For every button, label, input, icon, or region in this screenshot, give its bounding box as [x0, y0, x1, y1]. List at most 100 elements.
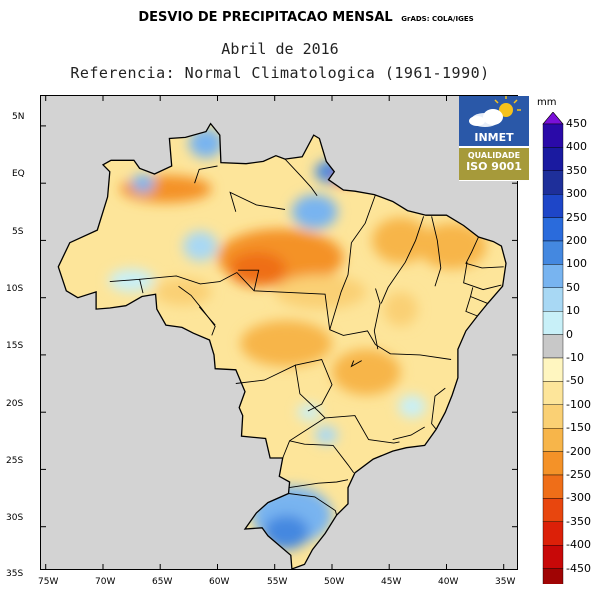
state-border — [198, 306, 216, 326]
colorbar-swatch — [542, 240, 564, 265]
state-border — [238, 269, 260, 291]
colorbar-swatch — [542, 357, 564, 382]
anomaly-patch — [314, 160, 350, 184]
state-border — [392, 426, 425, 441]
lat-label: 35S — [6, 569, 24, 579]
colorbar-swatch — [542, 264, 564, 288]
reference-label: Referencia: Normal Climatologica (1961-1… — [70, 64, 490, 82]
lat-label: EQ — [12, 169, 25, 179]
colorbar-label: -100 — [566, 397, 591, 411]
inmet-logo: INMET QUALIDADE ISO 9001 — [459, 96, 529, 181]
colorbar-swatch — [542, 498, 564, 522]
state-border — [288, 493, 338, 516]
colorbar-label: 200 — [566, 234, 587, 247]
colorbar — [542, 112, 564, 584]
anomaly-patch — [383, 291, 418, 327]
anomaly-patch — [274, 274, 367, 310]
lon-label: 65W — [152, 577, 173, 587]
lon-label: 35W — [495, 577, 516, 587]
state-border — [463, 262, 502, 291]
state-border — [350, 360, 362, 368]
state-border — [288, 479, 349, 489]
state-border — [465, 236, 504, 269]
state-border — [431, 387, 446, 430]
lon-label: 55W — [267, 577, 288, 587]
state-border — [139, 272, 238, 285]
inmet-logo-name: INMET — [474, 131, 514, 144]
brazil-fill-layer — [58, 123, 507, 569]
lon-label: 50W — [324, 577, 345, 587]
colorbar-max-arrow — [542, 112, 564, 125]
iso-badge: QUALIDADE ISO 9001 — [459, 148, 529, 180]
state-border — [431, 216, 442, 287]
colorbar-swatch — [542, 568, 564, 584]
anomaly-patch — [417, 223, 487, 269]
colorbar-swatch — [542, 193, 564, 218]
state-border — [194, 165, 218, 184]
colorbar-swatch — [542, 521, 564, 546]
colorbar-swatch — [542, 217, 564, 242]
colorbar-label: -200 — [566, 444, 591, 458]
colorbar-swatch — [542, 381, 564, 405]
weather-cloud-sun-icon — [469, 96, 521, 127]
anomaly-patch — [332, 349, 401, 395]
state-border — [236, 272, 331, 330]
anomaly-patch — [183, 231, 218, 261]
brazil-outline — [57, 122, 507, 570]
lon-label: 75W — [38, 577, 59, 587]
colorbar-swatch — [542, 451, 564, 476]
state-border — [375, 344, 452, 360]
state-border — [325, 415, 400, 444]
map-title: DESVIO DE PRECIPITACAO MENSAL GrADS: COL… — [0, 10, 612, 25]
colorbar-label: -400 — [566, 538, 591, 552]
colorbar-label: -50 — [566, 374, 584, 388]
colorbar-swatch — [542, 334, 564, 359]
colorbar-label: 400 — [566, 140, 587, 154]
iso-label: ISO 9001 — [466, 160, 522, 173]
lat-label: 25S — [6, 456, 24, 466]
state-border — [329, 329, 376, 345]
inmet-logo-top: INMET — [459, 96, 529, 146]
anomaly-patch — [372, 217, 430, 264]
state-borders — [109, 158, 504, 516]
colorbar-label: 350 — [566, 163, 587, 177]
colorbar-swatch — [542, 474, 564, 499]
lat-label: 30S — [6, 513, 24, 523]
colorbar-label: -250 — [566, 468, 591, 481]
period-label: Abril de 2016 — [221, 40, 339, 58]
anomaly-patch — [228, 251, 287, 287]
lat-label: 5N — [12, 112, 25, 122]
title-text: DESVIO DE PRECIPITACAO MENSAL — [138, 10, 393, 25]
colorbar-swatch — [542, 428, 564, 452]
lon-label: 45W — [381, 577, 402, 587]
state-border — [178, 285, 216, 336]
anomaly-patch — [240, 320, 332, 367]
colorbar-label: 300 — [566, 187, 587, 201]
colorbar-label: -450 — [566, 561, 591, 575]
anomaly-patch — [291, 194, 338, 229]
colorbar-unit: mm — [537, 97, 557, 108]
colorbar-label: 10 — [566, 304, 580, 318]
anomaly-patches — [108, 128, 487, 550]
state-border — [284, 158, 318, 197]
state-border — [235, 364, 319, 412]
colorbar-label: -150 — [566, 421, 591, 435]
state-border — [295, 358, 333, 412]
colorbar-label: 100 — [566, 257, 587, 271]
colorbar-label: 250 — [566, 210, 587, 224]
colorbar-swatch — [542, 123, 564, 148]
lat-label: 15S — [6, 341, 24, 351]
anomaly-patch — [154, 278, 212, 306]
state-border — [329, 242, 352, 330]
colorbar-label: 450 — [566, 117, 587, 130]
colorbar-label: -10 — [566, 351, 584, 364]
state-border — [282, 410, 326, 459]
colorbar-swatch — [542, 310, 564, 335]
anomaly-patch — [188, 128, 224, 158]
colorbar-label: -350 — [566, 514, 591, 528]
colorbar-swatch — [542, 404, 564, 429]
state-border — [229, 191, 286, 212]
lat-label: 20S — [6, 399, 24, 409]
colorbar-swatch — [542, 170, 564, 195]
state-border — [351, 194, 376, 243]
